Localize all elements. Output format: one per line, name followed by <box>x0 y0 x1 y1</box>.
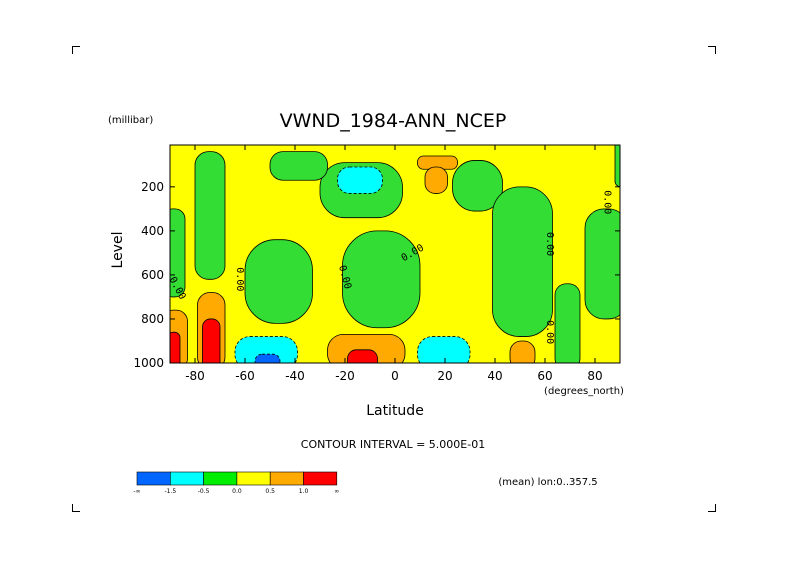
x-tick-label: 0 <box>391 369 399 383</box>
y-tick-label: 800 <box>141 312 164 326</box>
contour-region <box>244 239 313 324</box>
contour-region <box>202 318 221 363</box>
colorbar-label: -∞ <box>133 488 140 495</box>
contour-region <box>584 208 620 320</box>
colorbar-label: 1.0 <box>299 488 309 495</box>
x-tick-label: -40 <box>285 369 305 383</box>
x-units-label: (degrees_north) <box>544 386 624 397</box>
contour-label: 0.00 <box>544 232 555 256</box>
contour-region <box>337 166 383 194</box>
contour-region <box>170 331 181 363</box>
colorbar-swatch <box>303 471 338 486</box>
x-tick-label: 60 <box>537 369 552 383</box>
colorbar-swatch <box>236 471 271 486</box>
y-tick-label: 600 <box>141 268 164 282</box>
contour-region <box>347 349 378 363</box>
contour-region <box>417 336 471 363</box>
contour-region <box>614 145 620 188</box>
axes-layer: -80 -60 -40 -20 0 20 40 60 80 200 400 600 800 1000 <box>133 145 620 383</box>
contour-interval-label: CONTOUR INTERVAL = 5.000E-01 <box>301 438 485 451</box>
y-tick-label: 400 <box>141 224 164 238</box>
x-tick-label: 40 <box>487 369 502 383</box>
y-axis-label: Level <box>110 232 126 269</box>
colorbar-swatch <box>269 471 304 486</box>
colorbar-swatch <box>136 471 171 486</box>
x-tick-label: 20 <box>437 369 452 383</box>
chart-title: VWND_1984-ANN_NCEP <box>280 110 507 132</box>
colorbar-swatch <box>203 471 238 486</box>
colorbar-legend: -∞ -1.5 -0.5 0.0 0.5 1.0 ∞ <box>133 471 339 495</box>
colorbar-label: 0.5 <box>265 488 275 495</box>
colorbar-label: 0.0 <box>232 488 242 495</box>
crop-mark-top-left <box>72 46 80 54</box>
contour-region <box>194 151 226 280</box>
contour-region <box>554 283 581 363</box>
colorbar-swatch <box>170 471 204 486</box>
colorbar-label: -0.5 <box>198 488 210 495</box>
contour-region <box>269 151 328 181</box>
subset-label: (mean) lon:0..357.5 <box>498 477 597 488</box>
contour-label: 0.00 <box>602 190 613 214</box>
y-tick-label: 1000 <box>133 356 164 370</box>
contour-region <box>234 336 298 363</box>
x-tick-label: -60 <box>235 369 255 383</box>
contour-region <box>254 353 281 363</box>
crop-mark-bottom-left <box>72 504 80 512</box>
x-tick-label: -80 <box>185 369 205 383</box>
contour-region <box>452 160 503 212</box>
crop-mark-top-right <box>708 46 716 54</box>
x-axis-label: Latitude <box>366 403 424 419</box>
colorbar-label: -1.5 <box>164 488 176 495</box>
x-tick-label: 80 <box>587 369 602 383</box>
contour-region <box>492 186 553 337</box>
crop-mark-bottom-right <box>708 504 716 512</box>
contour-region <box>509 340 536 363</box>
colorbar-label: ∞ <box>334 488 339 495</box>
x-tick-label: -20 <box>335 369 355 383</box>
contour-region <box>342 230 421 329</box>
contour-fill-layer <box>170 145 620 363</box>
contour-region <box>327 333 406 363</box>
y-units-label: (millibar) <box>108 115 153 126</box>
contour-label: 0.00 <box>544 320 555 344</box>
contour-region <box>424 166 448 194</box>
y-tick-label: 200 <box>141 180 164 194</box>
contour-label: 0.00 <box>234 267 245 291</box>
